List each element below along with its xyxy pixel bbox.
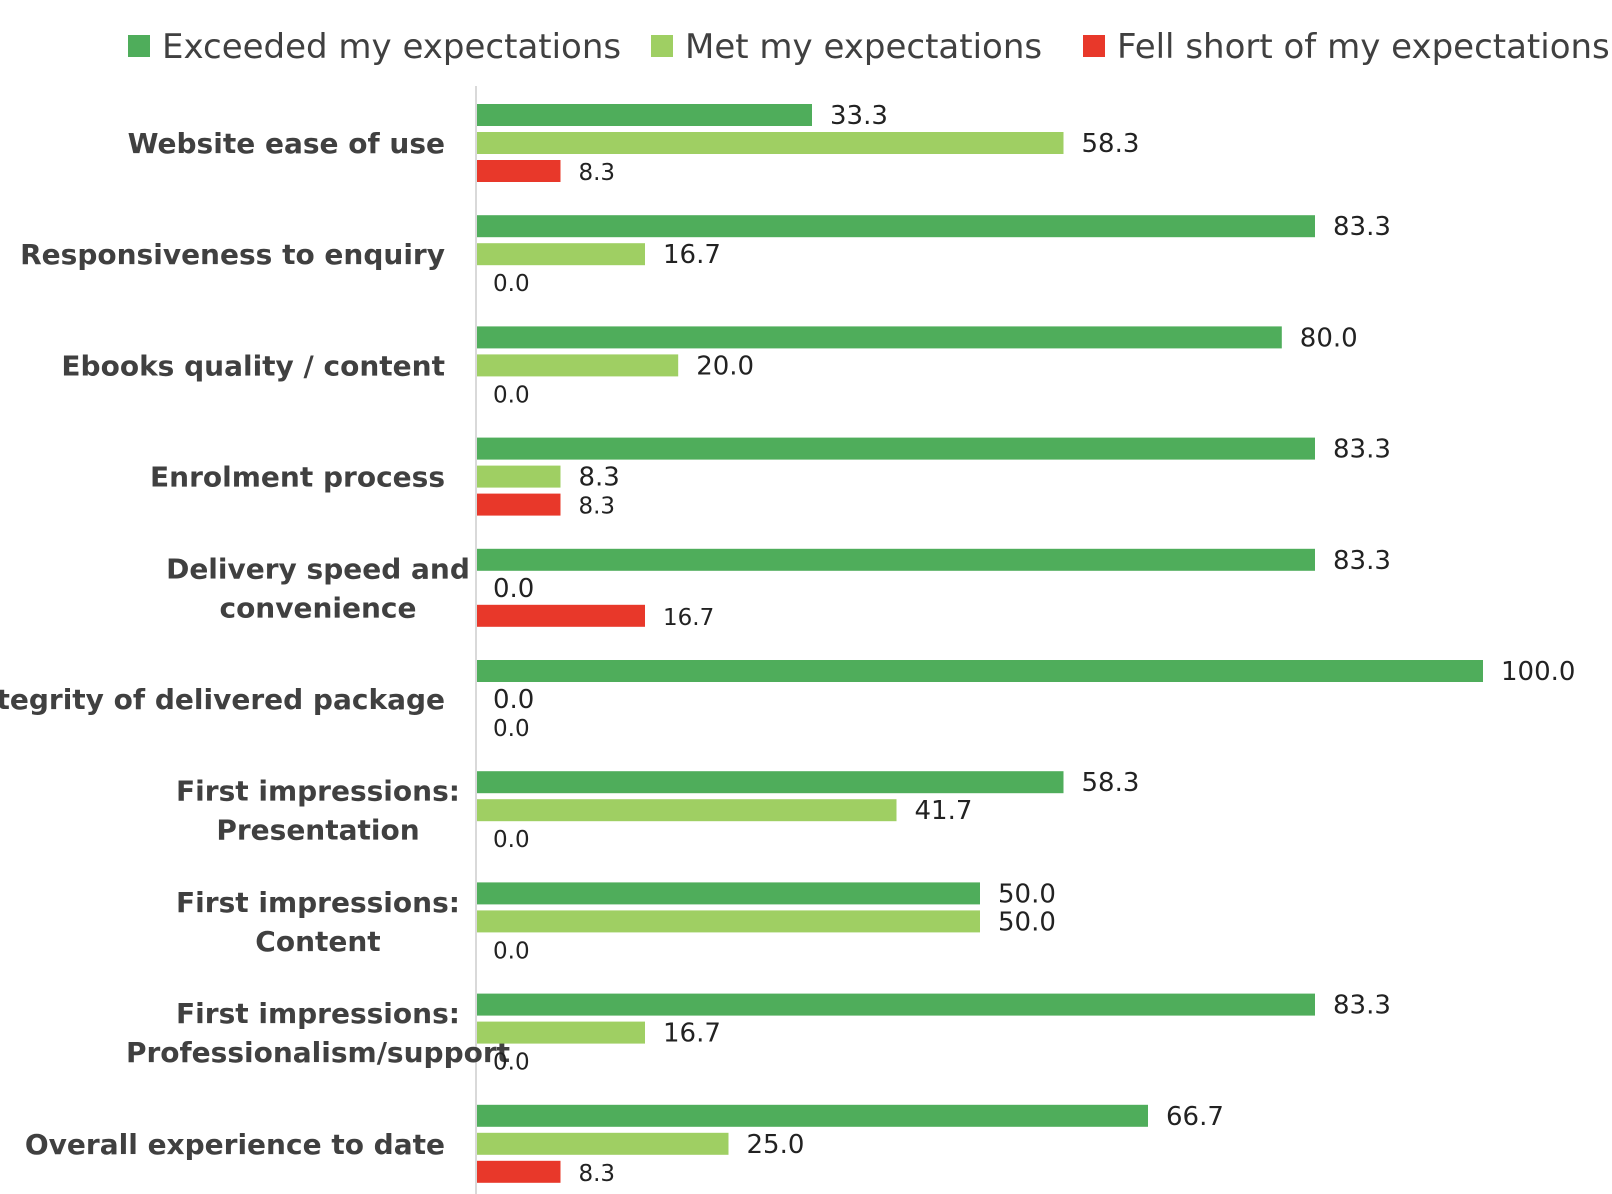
category-label: Overall experience to date — [25, 1128, 445, 1161]
category-group: Overall experience to date 66.7 25.0 8.3 — [25, 1102, 1224, 1187]
bar-fell-short — [477, 493, 561, 516]
data-label-fell-short: 0.0 — [493, 271, 530, 297]
bar-met — [477, 354, 679, 377]
legend-label-met: Met my expectations — [685, 27, 1042, 67]
category-group: Ebooks quality / content 80.0 20.0 0.0 — [61, 323, 1357, 408]
category-label: Professionalism/support — [126, 1036, 510, 1069]
bar-fell-short — [477, 160, 561, 182]
data-label-exceeded: 58.3 — [1081, 768, 1139, 798]
data-label-exceeded: 83.3 — [1333, 435, 1391, 465]
data-label-fell-short: 0.0 — [493, 827, 530, 853]
bar-exceeded — [477, 1104, 1149, 1127]
legend-label-exceeded: Exceeded my expectations — [162, 27, 621, 67]
data-label-met: 25.0 — [747, 1130, 805, 1160]
bar-met — [477, 1132, 729, 1155]
bar-met — [477, 243, 646, 266]
data-label-fell-short: 0.0 — [493, 716, 530, 742]
category-label: First impressions: — [176, 775, 460, 808]
data-label-exceeded: 83.3 — [1333, 546, 1391, 576]
category-label: First impressions: — [176, 997, 460, 1030]
category-group: First impressions: Content 50.050.0 0.0 — [176, 879, 1056, 964]
category-group: Enrolment process 83.3 8.38.3 — [150, 435, 1391, 520]
category-label: Responsiveness to enquiry — [20, 238, 445, 271]
bar-fell-short — [477, 1160, 561, 1183]
data-label-fell-short: 0.0 — [493, 938, 530, 964]
bar-met — [477, 910, 980, 933]
data-label-met: 41.7 — [915, 796, 973, 826]
bar-exceeded — [477, 548, 1315, 571]
bar-exceeded — [477, 215, 1315, 238]
bar-exceeded — [477, 104, 812, 126]
data-label-met: 16.7 — [663, 240, 721, 270]
bar-fell-short — [477, 604, 646, 627]
bar-met — [477, 465, 561, 488]
data-label-met: 20.0 — [696, 351, 754, 381]
data-label-exceeded: 100.0 — [1501, 657, 1575, 687]
data-label-exceeded: 50.0 — [998, 879, 1056, 909]
data-label-fell-short: 16.7 — [663, 605, 714, 631]
data-label-fell-short: 8.3 — [578, 1161, 615, 1187]
data-label-met: 8.3 — [578, 463, 619, 493]
bar-exceeded — [477, 660, 1483, 682]
category-label: Content — [255, 925, 380, 958]
bar-exceeded — [477, 326, 1282, 349]
bar-met — [477, 799, 897, 822]
category-label: Integrity of delivered package — [0, 683, 445, 716]
category-group: Responsiveness to enquiry 83.3 16.7 0.0 — [20, 212, 1391, 297]
bar-exceeded — [477, 882, 980, 905]
data-label-met: 50.0 — [998, 907, 1056, 937]
data-label-exceeded: 66.7 — [1166, 1102, 1224, 1132]
category-label: Ebooks quality / content — [61, 349, 445, 382]
plot-area: Website ease of use 33.3 58.3 8.3 Responsive… — [0, 101, 1575, 1187]
legend-swatch-fell-short — [1083, 35, 1105, 57]
data-label-met: 58.3 — [1081, 129, 1139, 159]
bar-exceeded — [477, 993, 1315, 1016]
data-label-fell-short: 8.3 — [578, 494, 615, 520]
legend-swatch-met — [651, 35, 673, 57]
bar-exceeded — [477, 771, 1064, 794]
category-label: Delivery speed and — [166, 552, 470, 585]
category-group: Integrity of delivered package 100.0 0.00.… — [0, 657, 1575, 742]
category-group: First impressions: Presentation 58.3 41.7 0.… — [176, 768, 1139, 853]
data-label-met: 0.0 — [493, 685, 534, 715]
data-label-met: 16.7 — [663, 1019, 721, 1049]
legend-swatch-exceeded — [128, 35, 150, 57]
data-label-exceeded: 80.0 — [1300, 323, 1358, 353]
category-group: Website ease of use 33.3 58.3 8.3 — [128, 101, 1140, 186]
bar-met — [477, 132, 1064, 154]
bar-exceeded — [477, 437, 1315, 460]
category-group: First impressions: Professionalism/suppor… — [126, 991, 1391, 1076]
data-label-fell-short: 0.0 — [493, 382, 530, 408]
data-label-exceeded: 33.3 — [830, 101, 888, 131]
data-label-exceeded: 83.3 — [1333, 212, 1391, 242]
category-group: Delivery speed and convenience 83.3 0.0 16.7 — [166, 546, 1391, 631]
data-label-exceeded: 83.3 — [1333, 991, 1391, 1021]
category-label: First impressions: — [176, 886, 460, 919]
bar-met — [477, 1021, 646, 1044]
data-label-met: 0.0 — [493, 574, 534, 604]
category-label: convenience — [219, 591, 416, 624]
data-label-fell-short: 0.0 — [493, 1050, 530, 1076]
legend: Exceeded my expectations Met my expectat… — [128, 27, 1610, 67]
category-label: Presentation — [216, 814, 419, 847]
data-label-fell-short: 8.3 — [578, 160, 615, 186]
legend-label-fell-short: Fell short of my expectations — [1117, 27, 1610, 67]
category-label: Website ease of use — [128, 127, 445, 160]
category-label: Enrolment process — [150, 461, 445, 494]
